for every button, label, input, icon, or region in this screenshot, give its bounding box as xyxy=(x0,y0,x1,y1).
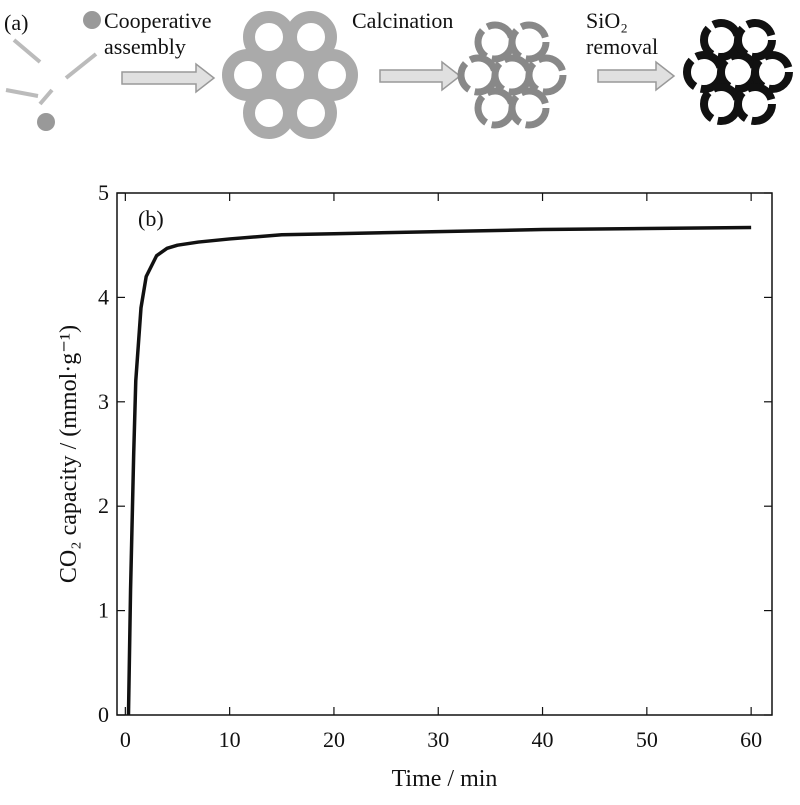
plot-frame xyxy=(116,192,773,716)
panel-label: (b) xyxy=(138,206,164,231)
particle xyxy=(37,113,55,131)
capacity-line xyxy=(126,225,752,716)
x-tick-label: 20 xyxy=(323,727,345,752)
step-label: removal xyxy=(586,34,658,59)
y-axis-label: CO₂ capacity / (mmol·g⁻¹) xyxy=(56,325,82,583)
particle xyxy=(83,11,101,29)
step-label: Calcination xyxy=(352,8,453,33)
y-tick-label: 5 xyxy=(98,180,109,205)
x-tick-label: 30 xyxy=(427,727,449,752)
x-tick-label: 10 xyxy=(219,727,241,752)
x-tick-label: 50 xyxy=(636,727,658,752)
y-tick-label: 2 xyxy=(98,493,109,518)
x-tick-label: 0 xyxy=(120,727,131,752)
carbon xyxy=(683,19,793,125)
y-tick-label: 3 xyxy=(98,389,109,414)
step-label: SiO₂ xyxy=(586,8,628,33)
assembly xyxy=(222,11,358,139)
x-axis-label: Time / min xyxy=(392,766,498,792)
arrows xyxy=(121,60,676,94)
step-label: assembly xyxy=(104,34,186,59)
y-tick-label: 4 xyxy=(98,284,109,309)
x-tick-label: 40 xyxy=(532,727,554,752)
x-tick-label: 60 xyxy=(740,727,762,752)
y-tick-label: 0 xyxy=(98,702,109,727)
precursors xyxy=(5,38,98,106)
step-label: Cooperative xyxy=(104,8,212,33)
panel-label: (a) xyxy=(4,10,28,35)
y-tick-label: 1 xyxy=(98,598,109,623)
calcined xyxy=(457,21,567,129)
schematic: (a) xyxy=(4,10,793,139)
